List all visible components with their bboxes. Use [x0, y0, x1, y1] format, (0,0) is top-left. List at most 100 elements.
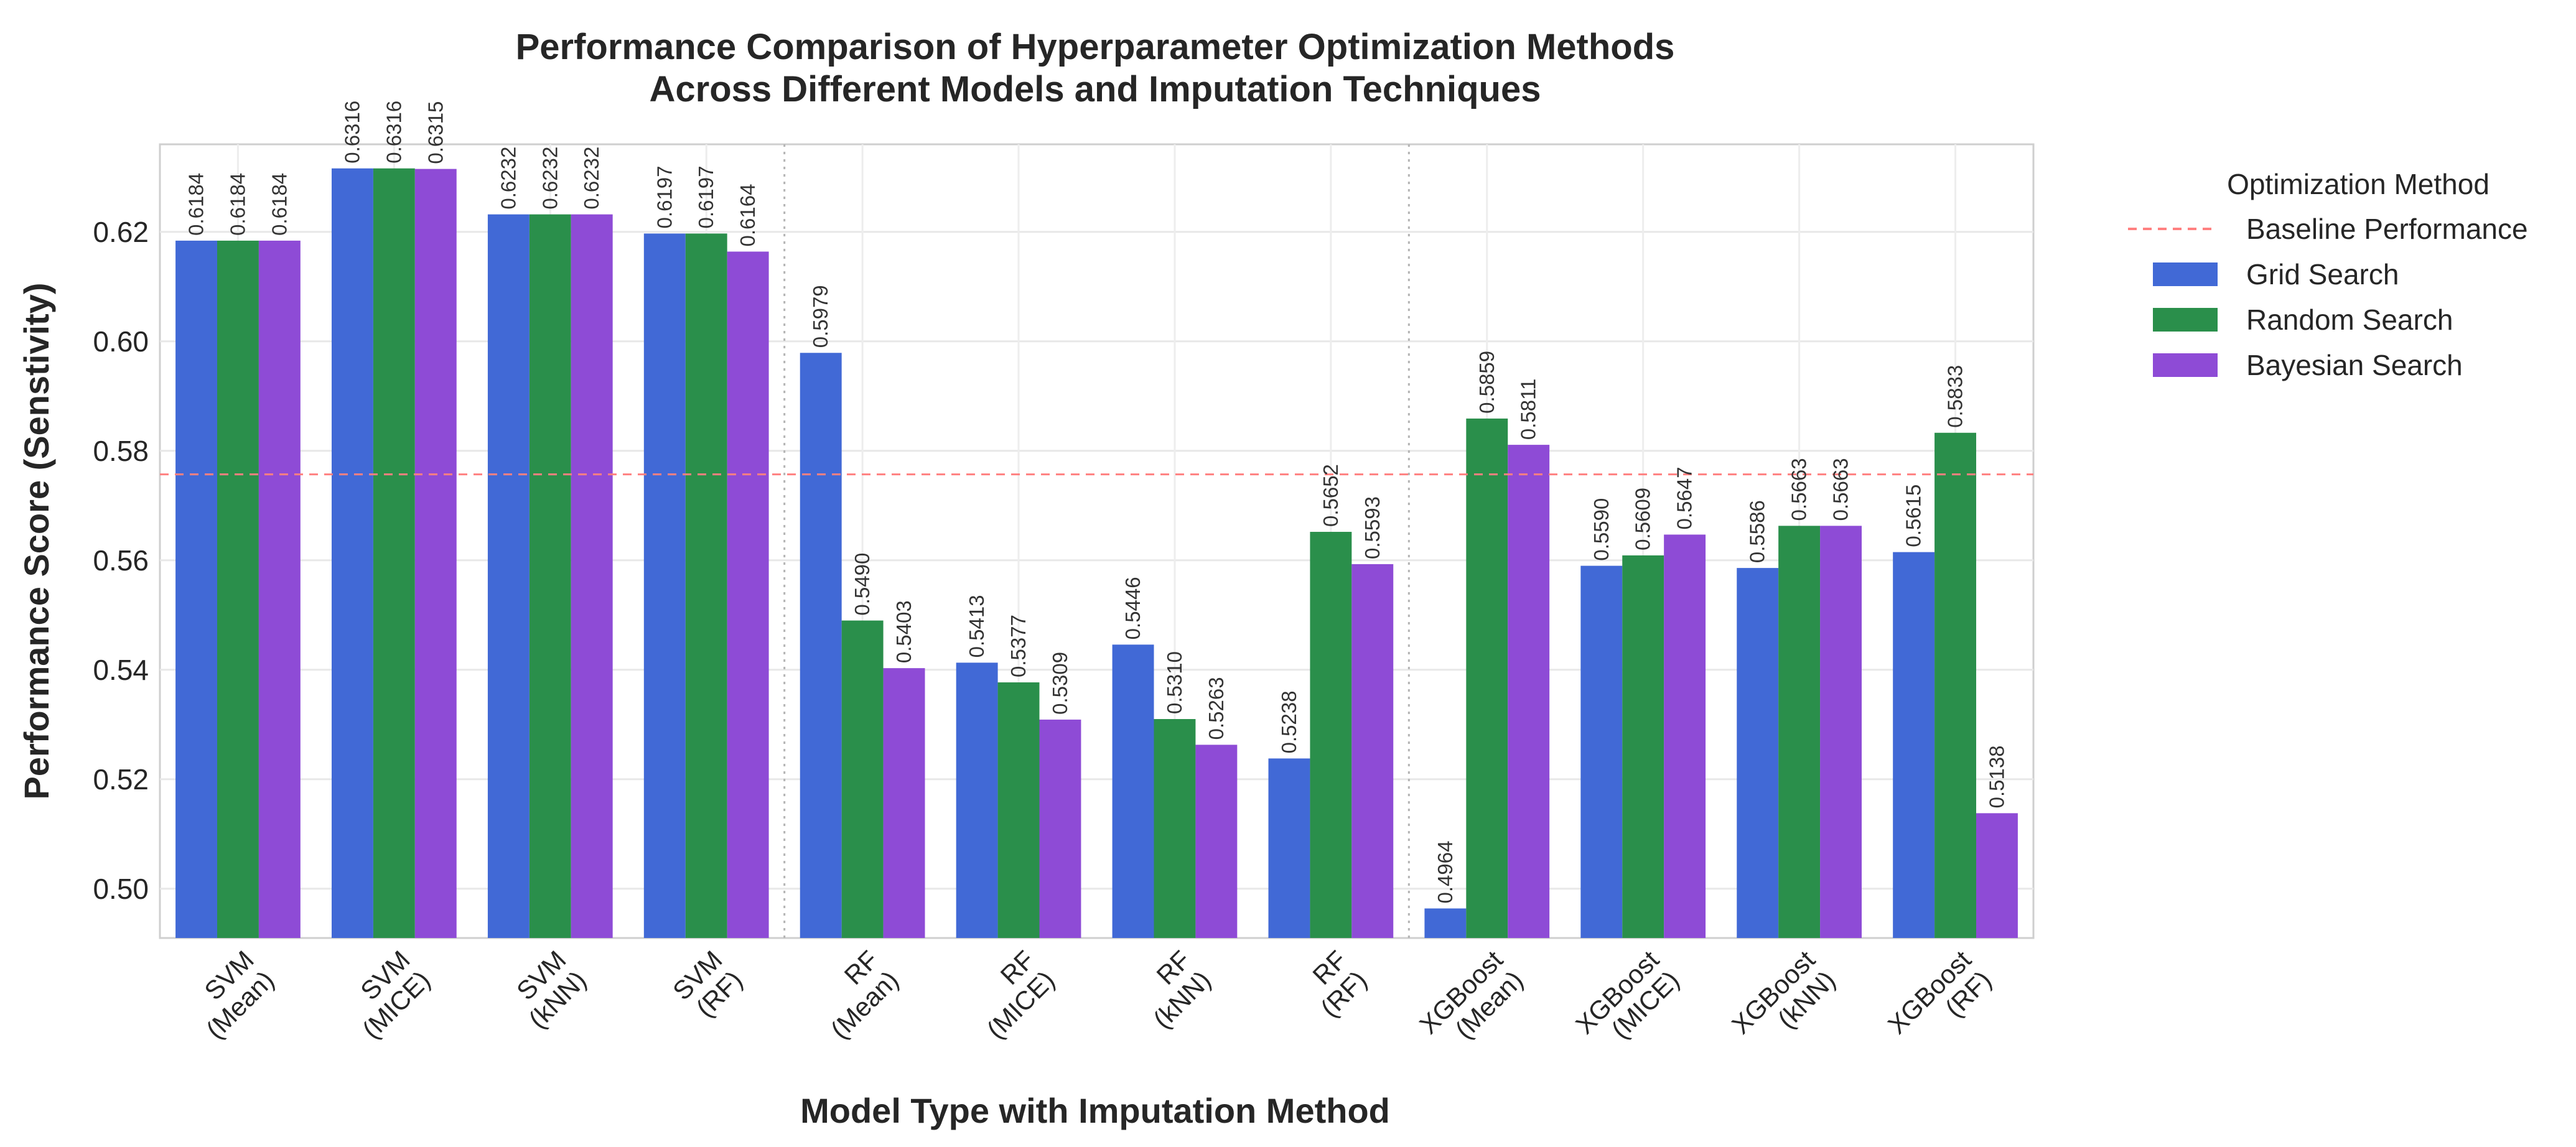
- legend-bayesian-search-swatch: [2153, 353, 2218, 377]
- bar-value-label: 0.5586: [1746, 500, 1769, 563]
- bar-bayesian-search: [727, 251, 769, 939]
- x-tick-label: SVM(Mean): [180, 945, 280, 1044]
- bar-random-search: [1622, 555, 1664, 938]
- bar-value-label: 0.6197: [694, 166, 717, 229]
- bar-value-label: 0.6316: [382, 101, 405, 164]
- bar-value-label: 0.6197: [653, 166, 676, 229]
- bar-value-label: 0.5663: [1829, 458, 1852, 521]
- bar-bayesian-search: [1351, 564, 1394, 938]
- bar-bayesian-search: [1976, 813, 2018, 938]
- legend-random-search-swatch: [2153, 308, 2218, 332]
- bar-value-label: 0.5263: [1205, 677, 1228, 740]
- bar-grid-search: [175, 240, 218, 938]
- bar-value-label: 0.5309: [1048, 652, 1071, 715]
- x-axis-label: Model Type with Imputation Method: [800, 1091, 1390, 1130]
- legend-grid-search-label: Grid Search: [2246, 258, 2399, 290]
- bar-value-label: 0.5310: [1163, 651, 1186, 714]
- bar-random-search: [529, 214, 571, 938]
- bar-value-label: 0.5663: [1788, 458, 1811, 521]
- bar-value-label: 0.6232: [538, 147, 561, 210]
- bar-grid-search: [643, 233, 686, 939]
- bar-random-search: [1310, 532, 1352, 938]
- legend-title: Optimization Method: [2227, 168, 2490, 200]
- bar-value-label: 0.6184: [185, 173, 208, 236]
- legend-random-search-label: Random Search: [2246, 304, 2453, 336]
- group-separators: [783, 144, 1410, 938]
- bar-grid-search: [1112, 644, 1154, 938]
- bar-bayesian-search: [1195, 745, 1238, 938]
- y-tick-label: 0.54: [93, 654, 149, 686]
- x-tick-label: SVM(MICE): [336, 945, 436, 1044]
- plot-area: [159, 143, 2035, 939]
- bar-grid-search: [800, 353, 842, 938]
- bar-bayesian-search: [1039, 719, 1081, 938]
- bar-value-label: 0.5593: [1361, 496, 1384, 559]
- x-tick-label: XGBoost(kNN): [1726, 945, 1841, 1060]
- bar-grid-search: [1268, 758, 1310, 938]
- bar-grid-search: [956, 662, 998, 938]
- y-axis-label: Performance Score (Senstivity): [17, 283, 56, 800]
- bar-value-label: 0.5446: [1121, 577, 1144, 639]
- bar-value-label: 0.5615: [1902, 485, 1925, 547]
- bar-random-search: [217, 240, 259, 938]
- y-tick-label: 0.62: [93, 216, 149, 248]
- bar-random-search: [685, 233, 727, 939]
- bar-value-label: 0.6184: [268, 173, 291, 236]
- bar-value-label: 0.5811: [1517, 379, 1540, 440]
- bar-value-label: 0.6315: [424, 101, 447, 164]
- bar-random-search: [1154, 719, 1196, 938]
- bar-random-search: [1778, 526, 1821, 938]
- bar-value-label: 0.5490: [851, 553, 874, 616]
- x-tick-label: SVM(RF): [667, 945, 748, 1026]
- bar-bayesian-search: [1664, 534, 1706, 938]
- legend-bayesian-search-label: Bayesian Search: [2246, 349, 2463, 381]
- bar-value-label: 0.5652: [1319, 464, 1342, 527]
- bar-value-label: 0.5590: [1590, 498, 1613, 561]
- bar-value-label: 0.6316: [340, 101, 363, 164]
- chart-title-line-1: Performance Comparison of Hyperparameter…: [516, 27, 1675, 67]
- bar-value-label: 0.5833: [1944, 365, 1967, 428]
- x-tick-label: SVM(kNN): [503, 945, 592, 1034]
- y-tick-label: 0.50: [93, 873, 149, 905]
- bar-bayesian-search: [414, 169, 457, 939]
- bar-bayesian-search: [258, 240, 301, 938]
- legend-grid-search-swatch: [2153, 262, 2218, 286]
- bar-grid-search: [487, 214, 530, 938]
- bar-grid-search: [332, 168, 373, 939]
- bar-value-label: 0.5647: [1673, 467, 1696, 530]
- bar-bayesian-search: [883, 668, 925, 938]
- bar-value-label: 0.5413: [965, 595, 988, 657]
- bar-bayesian-search: [1820, 526, 1862, 938]
- bar-value-label: 0.5377: [1007, 615, 1030, 677]
- y-tick-label: 0.60: [93, 325, 149, 358]
- bar-random-search: [1466, 418, 1508, 938]
- bar-grid-search: [1580, 565, 1623, 938]
- bar-value-label: 0.5979: [809, 285, 832, 348]
- x-tick-label: XGBoost(RF): [1882, 945, 1997, 1060]
- bar-random-search: [841, 620, 884, 938]
- bar-bayesian-search: [1508, 445, 1550, 938]
- bar-value-label: 0.5859: [1475, 351, 1498, 414]
- y-axis-ticks: 0.50 0.52 0.54 0.56 0.58 0.60 0.62: [93, 216, 149, 905]
- x-tick-label: XGBoost(MICE): [1570, 945, 1685, 1060]
- bar-grid-search: [1893, 552, 1935, 938]
- chart-title-line-2: Across Different Models and Imputation T…: [650, 69, 1541, 109]
- bar-grid-search: [1424, 908, 1467, 938]
- bar-value-label: 0.6184: [226, 173, 249, 236]
- bar-value-labels: 0.6184 0.6316 0.6232 0.6197 0.5979 0.5413 0.54…: [185, 101, 2009, 904]
- bar-random-search: [373, 168, 415, 939]
- y-tick-label: 0.58: [93, 435, 149, 467]
- bar-value-label: 0.6164: [736, 184, 759, 247]
- bars: [175, 168, 2018, 939]
- legend: Optimization Method Baseline Performance…: [2128, 168, 2528, 381]
- y-tick-label: 0.52: [93, 763, 149, 796]
- x-axis-ticks: SVM(Mean) SVM(MICE) SVM(kNN) SVM(RF) RF(Mean…: [180, 945, 1997, 1060]
- bar-random-search: [1934, 432, 1976, 938]
- bar-value-label: 0.4964: [1434, 841, 1457, 904]
- bar-value-label: 0.5238: [1277, 690, 1300, 753]
- bar-value-label: 0.5403: [892, 600, 915, 663]
- x-tick-label: RF(MICE): [961, 945, 1060, 1044]
- x-tick-label: RF(RF): [1295, 945, 1373, 1023]
- x-tick-label: XGBoost(Mean): [1414, 945, 1529, 1060]
